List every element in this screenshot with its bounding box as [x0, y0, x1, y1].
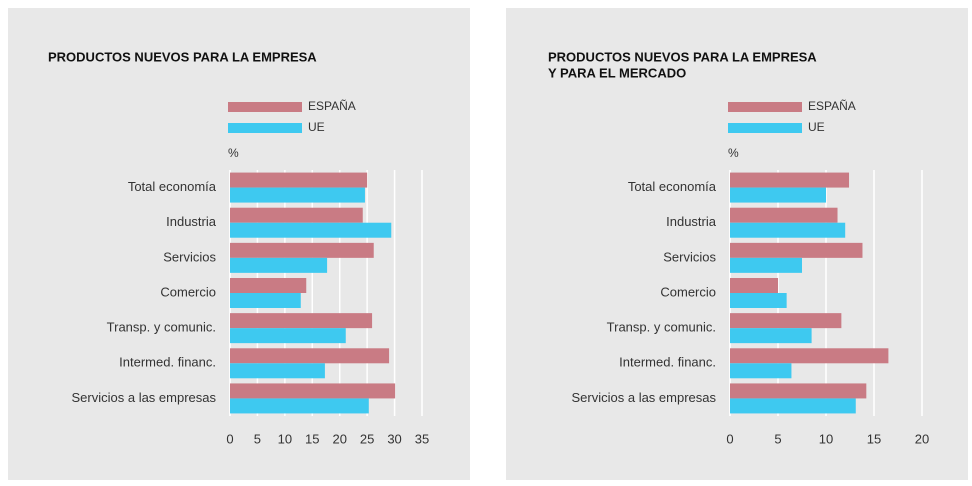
chart-title: Y PARA EL MERCADO [548, 65, 686, 80]
y-tick-label: Total economía [128, 179, 217, 194]
bar [230, 363, 325, 379]
x-tick-label: 35 [415, 431, 429, 446]
legend-swatch [228, 123, 302, 133]
chart-title: PRODUCTOS NUEVOS PARA LA EMPRESA [48, 49, 317, 64]
x-tick-label: 15 [305, 431, 319, 446]
bar [230, 207, 363, 223]
y-tick-label: Transp. y comunic. [107, 320, 216, 335]
x-tick-label: 20 [332, 431, 346, 446]
y-tick-label: Servicios [663, 249, 716, 264]
y-tick-label: Industria [666, 214, 717, 229]
unit-label: % [728, 146, 739, 160]
bar [730, 187, 826, 203]
bar [230, 348, 390, 364]
bar [230, 383, 396, 399]
bar [730, 348, 889, 364]
x-tick-label: 15 [867, 431, 881, 446]
y-tick-label: Industria [166, 214, 217, 229]
bar [730, 257, 802, 273]
legend-label: UE [308, 120, 325, 134]
bar [230, 398, 369, 414]
x-tick-label: 30 [387, 431, 401, 446]
bar [230, 278, 307, 293]
bar [730, 328, 812, 344]
bar [230, 293, 301, 308]
bar [230, 172, 368, 188]
bar [730, 293, 787, 308]
y-tick-label: Servicios a las empresas [572, 390, 717, 405]
y-tick-label: Comercio [160, 284, 216, 299]
x-tick-label: 20 [915, 431, 929, 446]
y-tick-label: Intermed. financ. [619, 355, 716, 370]
bar [730, 222, 846, 238]
x-tick-label: 10 [819, 431, 833, 446]
y-tick-label: Servicios a las empresas [72, 390, 217, 405]
x-tick-label: 0 [726, 431, 733, 446]
x-tick-label: 10 [278, 431, 292, 446]
x-tick-label: 5 [254, 431, 261, 446]
bar [230, 328, 346, 344]
bar [230, 242, 374, 258]
bar [230, 222, 392, 238]
bar [230, 257, 328, 273]
unit-label: % [228, 146, 239, 160]
bar [730, 172, 850, 188]
x-tick-label: 0 [226, 431, 233, 446]
bar [730, 313, 842, 329]
y-tick-label: Transp. y comunic. [607, 320, 716, 335]
bar [730, 383, 867, 399]
y-tick-label: Intermed. financ. [119, 355, 216, 370]
bar [730, 398, 856, 414]
x-tick-label: 25 [360, 431, 374, 446]
y-tick-label: Comercio [660, 284, 716, 299]
legend-swatch [728, 123, 802, 133]
chart-title: PRODUCTOS NUEVOS PARA LA EMPRESA [548, 49, 817, 64]
bar [230, 187, 365, 203]
bar [730, 242, 863, 258]
y-tick-label: Servicios [163, 249, 216, 264]
legend-label: ESPAÑA [808, 99, 856, 113]
legend-swatch [228, 102, 302, 112]
y-tick-label: Total economía [628, 179, 717, 194]
bar [730, 278, 778, 293]
legend-label: UE [808, 120, 825, 134]
bar [730, 363, 792, 379]
x-tick-label: 5 [774, 431, 781, 446]
legend-swatch [728, 102, 802, 112]
bar [730, 207, 838, 223]
legend-label: ESPAÑA [308, 99, 356, 113]
bar [230, 313, 373, 329]
